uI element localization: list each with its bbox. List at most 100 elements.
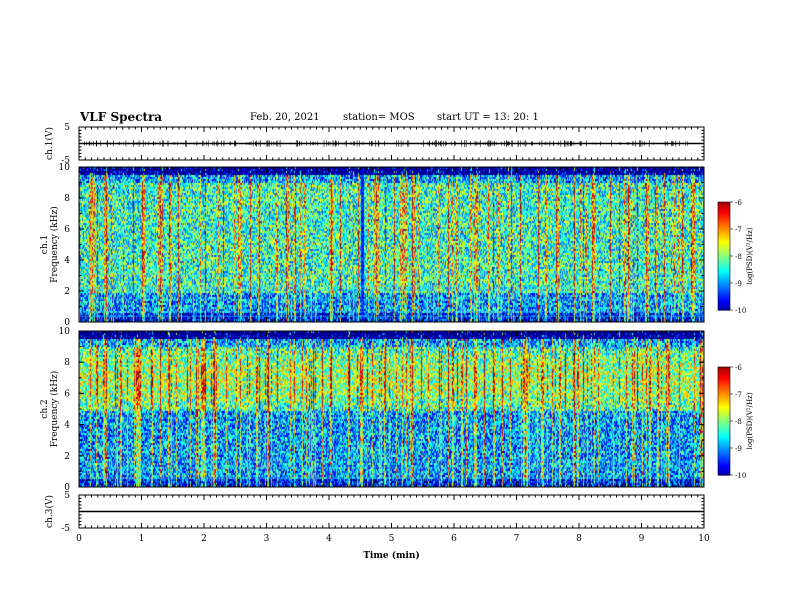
colorbar-cell	[718, 279, 730, 282]
colorbar-tick-label: -8	[735, 253, 742, 261]
colorbar-cell	[718, 449, 730, 453]
colorbar-cell	[718, 261, 730, 264]
colorbar-cell	[718, 430, 730, 433]
colorbar-cell	[718, 281, 730, 284]
colorbar-cell	[718, 417, 730, 420]
colorbar-cell	[718, 395, 730, 399]
colorbar-cell	[718, 368, 730, 372]
colorbar-cell	[718, 218, 730, 221]
colorbar-cell	[718, 304, 730, 307]
colorbar-cell	[718, 473, 730, 476]
colorbar-cell	[718, 392, 730, 395]
colorbar-cell	[718, 243, 730, 246]
date-label: Feb. 20, 2021	[250, 112, 320, 123]
y-axis-label: ch.1(V)	[44, 127, 55, 160]
colorbar-cell	[718, 458, 730, 462]
colorbar-cell	[718, 397, 730, 400]
y-axis-label: ch.1	[40, 235, 50, 254]
colorbar-cell	[718, 462, 730, 465]
x-tick-label: 4	[326, 534, 332, 544]
colorbar-cell	[718, 292, 730, 295]
colorbar-cell	[718, 301, 730, 304]
colorbar-cell	[718, 370, 730, 373]
colorbar-cell	[718, 265, 730, 268]
colorbar-cell	[718, 367, 730, 370]
colorbar-cell	[718, 381, 730, 384]
y-tick-label: 0	[64, 318, 70, 328]
colorbar-cell	[718, 431, 730, 435]
colorbar-cell	[718, 446, 730, 449]
colorbar-cell	[718, 424, 730, 427]
colorbar-cell	[718, 283, 730, 286]
colorbar-cell	[718, 374, 730, 377]
colorbar-cell	[718, 406, 730, 409]
y-tick-label: 2	[64, 287, 70, 297]
colorbar-tick-label: -6	[735, 364, 742, 372]
y-tick-label: 4	[64, 256, 70, 266]
colorbar-cell	[718, 433, 730, 436]
colorbar-cell	[718, 209, 730, 212]
colorbar-cell	[718, 257, 730, 261]
colorbar-cell	[718, 239, 730, 243]
colorbar-cell	[718, 421, 730, 424]
colorbar-cell	[718, 466, 730, 469]
colorbar-cell	[718, 453, 730, 456]
x-tick-label: 5	[389, 534, 395, 544]
colorbar-cell	[718, 383, 730, 386]
colorbar-cell	[718, 295, 730, 298]
colorbar-cell	[718, 274, 730, 277]
y-tick-label: 6	[64, 389, 70, 399]
colorbar-cell	[718, 268, 730, 271]
colorbar-cell	[718, 221, 730, 225]
x-tick-label: 10	[698, 534, 710, 544]
colorbar-cell	[718, 227, 730, 230]
y-tick-label: 2	[64, 452, 70, 462]
colorbar-cell	[718, 234, 730, 237]
colorbar-cell	[718, 252, 730, 255]
colorbar-cell	[718, 229, 730, 232]
colorbar-cell	[718, 205, 730, 208]
x-tick-label: 0	[76, 534, 82, 544]
colorbar-cell	[718, 403, 730, 406]
colorbar-cell	[718, 467, 730, 471]
colorbar-cell	[718, 448, 730, 451]
y-tick-label: 6	[64, 225, 70, 235]
y-tick-label: -5	[61, 524, 70, 534]
colorbar-cell	[718, 272, 730, 275]
colorbar-cell	[718, 390, 730, 393]
y-axis-label: Frequency (kHz)	[49, 206, 60, 283]
colorbar-cell	[718, 223, 730, 226]
station-label: station= MOS	[343, 112, 415, 123]
colorbar-cell	[718, 426, 730, 429]
colorbar-cell	[718, 263, 730, 266]
colorbar-cell	[718, 230, 730, 234]
colorbar-cell	[718, 451, 730, 454]
colorbar-cell	[718, 410, 730, 413]
spectrogram-canvas	[79, 167, 704, 322]
y-tick-label: 10	[59, 327, 71, 337]
x-tick-label: 3	[264, 534, 270, 544]
colorbar-tick-label: -8	[735, 418, 742, 426]
colorbar-cell	[718, 293, 730, 297]
colorbar-cell	[718, 211, 730, 214]
colorbar-label: log(PSD)(V²/Hz)	[746, 227, 754, 284]
colorbar-cell	[718, 442, 730, 445]
colorbar-cell	[718, 212, 730, 216]
colorbar-cell	[718, 225, 730, 228]
colorbar-cell	[718, 236, 730, 239]
spectrogram-ch1	[79, 167, 704, 322]
colorbar-cell	[718, 455, 730, 458]
colorbar-tick-label: -10	[735, 307, 746, 315]
colorbar-cell	[718, 254, 730, 257]
x-tick-label: 1	[139, 534, 145, 544]
colorbar-cell	[718, 440, 730, 444]
colorbar-cell	[718, 275, 730, 279]
colorbar-tick-label: -7	[735, 391, 742, 399]
colorbar-cell	[718, 377, 730, 381]
colorbar-cell	[718, 297, 730, 300]
colorbar-cell	[718, 469, 730, 472]
colorbar-cell	[718, 259, 730, 262]
x-tick-label: 9	[639, 534, 645, 544]
colorbar-tick-label: -10	[735, 472, 746, 480]
